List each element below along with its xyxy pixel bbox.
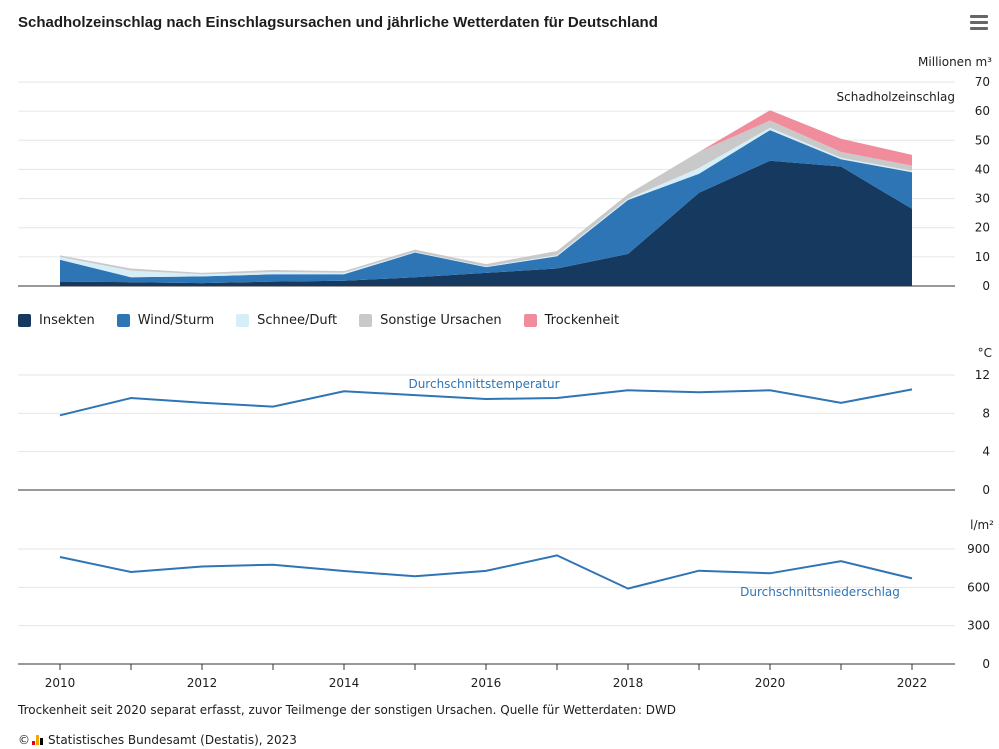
y-tick-label: 40	[975, 162, 990, 176]
y-axis-unit: l/m²	[970, 518, 994, 532]
y-tick-label: 0	[982, 279, 990, 293]
x-tick-label: 2012	[187, 676, 218, 690]
y-tick-label: 60	[975, 104, 990, 118]
y-tick-label: 600	[967, 580, 990, 594]
temperature-line	[59, 388, 913, 417]
legend-item[interactable]: Sonstige Ursachen	[359, 313, 502, 328]
credit: © Statistisches Bundesamt (Destatis), 20…	[18, 733, 297, 747]
x-tick-label: 2014	[329, 676, 360, 690]
temperature-series-label: Durchschnittstemperatur	[408, 377, 559, 391]
legend: Insekten Wind/Sturm Schnee/Duft Sonstige Ur…	[18, 313, 619, 328]
x-tick-label: 2016	[471, 676, 502, 690]
chart-title: Schadholzeinschlag nach Einschlagsursach…	[18, 14, 658, 31]
footnote: Trockenheit seit 2020 separat erfasst, z…	[18, 703, 677, 717]
y-axis-unit: Millionen m³	[918, 55, 992, 69]
x-tick-label: 2022	[897, 676, 928, 690]
y-tick-label: 10	[975, 250, 990, 264]
legend-item[interactable]: Wind/Sturm	[116, 313, 215, 328]
legend-swatch	[523, 314, 537, 327]
legend-item[interactable]: Schnee/Duft	[236, 313, 337, 328]
legend-label: Wind/Sturm	[137, 313, 215, 328]
legend-label: Schnee/Duft	[257, 313, 338, 328]
legend-item[interactable]: Insekten	[18, 313, 95, 328]
credit-text: Statistisches Bundesamt (Destatis), 2023	[48, 733, 297, 747]
y-tick-label: 0	[982, 483, 990, 497]
logo-bar	[32, 741, 35, 745]
legend-swatch	[236, 314, 250, 327]
y-tick-label: 20	[975, 221, 990, 235]
precipitation-series-label: Durchschnittsniederschlag	[740, 585, 900, 599]
legend-item[interactable]: Trockenheit	[523, 313, 620, 328]
legend-label: Insekten	[39, 313, 95, 328]
logo-bar	[36, 735, 39, 745]
precipitation-line	[59, 554, 913, 590]
hamburger-menu-icon[interactable]	[970, 15, 988, 31]
y-tick-label: 300	[967, 619, 990, 633]
y-tick-label: 900	[967, 542, 990, 556]
area-sonstige-ursachen	[60, 120, 912, 275]
legend-swatch	[116, 314, 130, 327]
area-insekten	[60, 160, 912, 286]
y-tick-label: 70	[975, 75, 990, 89]
x-tick-label: 2010	[45, 676, 76, 690]
y-tick-label: 0	[982, 657, 990, 671]
y-tick-label: 8	[982, 406, 990, 420]
copyright-symbol: ©	[18, 733, 30, 747]
x-tick-label: 2018	[613, 676, 644, 690]
y-tick-label: 4	[982, 445, 990, 459]
legend-label: Sonstige Ursachen	[380, 313, 502, 328]
legend-swatch	[18, 314, 31, 327]
destatis-logo-icon	[32, 735, 44, 745]
area-series-label: Schadholzeinschlag	[837, 90, 955, 104]
legend-label: Trockenheit	[544, 313, 620, 328]
x-tick-label: 2020	[755, 676, 786, 690]
y-tick-label: 30	[975, 192, 990, 206]
y-axis-unit: °C	[978, 346, 992, 360]
y-tick-label: 12	[975, 368, 990, 382]
y-tick-label: 50	[975, 133, 990, 147]
logo-bar	[40, 738, 43, 745]
legend-swatch	[359, 314, 373, 327]
